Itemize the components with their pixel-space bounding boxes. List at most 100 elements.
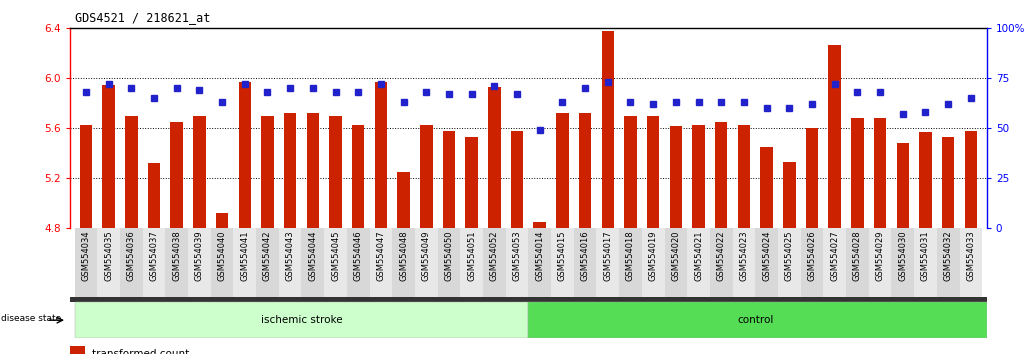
Bar <box>873 118 887 228</box>
Bar <box>307 113 319 228</box>
Text: GSM554022: GSM554022 <box>717 230 726 281</box>
Text: GSM554050: GSM554050 <box>445 230 453 281</box>
Bar <box>511 131 523 228</box>
Text: GSM554023: GSM554023 <box>740 230 749 281</box>
Bar <box>710 228 732 297</box>
Text: GSM554015: GSM554015 <box>558 230 566 281</box>
Bar <box>642 228 664 297</box>
Text: GSM554024: GSM554024 <box>762 230 771 281</box>
Bar <box>234 228 256 297</box>
Bar <box>74 228 97 297</box>
Text: GSM554035: GSM554035 <box>104 230 113 281</box>
Text: GSM554045: GSM554045 <box>331 230 340 281</box>
Text: GSM554027: GSM554027 <box>830 230 839 281</box>
Bar <box>262 116 274 228</box>
Bar <box>868 228 891 297</box>
Bar <box>284 113 297 228</box>
Bar <box>937 228 960 297</box>
Bar <box>483 228 506 297</box>
Bar <box>851 118 863 228</box>
Text: GSM554025: GSM554025 <box>785 230 794 281</box>
Bar <box>846 228 868 297</box>
Text: GSM554052: GSM554052 <box>490 230 499 281</box>
Bar <box>279 228 302 297</box>
Text: GSM554032: GSM554032 <box>943 230 953 281</box>
Text: GSM554021: GSM554021 <box>694 230 703 281</box>
Bar <box>188 228 211 297</box>
Text: GSM554017: GSM554017 <box>604 230 612 281</box>
Bar <box>556 113 569 228</box>
Text: GSM554049: GSM554049 <box>421 230 431 281</box>
Text: GSM554014: GSM554014 <box>536 230 544 281</box>
Bar <box>778 228 800 297</box>
Bar <box>624 116 637 228</box>
Bar <box>692 125 705 228</box>
Bar <box>823 228 846 297</box>
Text: GSM554040: GSM554040 <box>217 230 227 281</box>
Bar <box>460 228 483 297</box>
Bar <box>438 228 460 297</box>
Bar <box>528 228 551 297</box>
Bar <box>370 228 392 297</box>
Text: GSM554018: GSM554018 <box>626 230 636 281</box>
Text: GSM554019: GSM554019 <box>649 230 658 281</box>
Text: GSM554038: GSM554038 <box>172 230 181 281</box>
Bar <box>352 125 365 228</box>
Bar <box>70 297 987 302</box>
Bar <box>760 147 772 228</box>
Bar <box>715 122 727 228</box>
Bar <box>960 228 983 297</box>
Bar <box>579 113 591 228</box>
Bar <box>375 82 387 228</box>
Bar <box>896 143 909 228</box>
Bar <box>443 131 455 228</box>
Bar <box>420 125 433 228</box>
Bar <box>965 131 977 228</box>
Bar <box>670 126 682 228</box>
Bar <box>732 228 755 297</box>
Text: GSM554044: GSM554044 <box>308 230 317 281</box>
Bar <box>330 116 342 228</box>
Bar <box>755 228 778 297</box>
Bar <box>619 228 642 297</box>
Bar <box>506 228 528 297</box>
Bar <box>324 228 347 297</box>
Bar <box>805 129 818 228</box>
Text: GSM554043: GSM554043 <box>285 230 295 281</box>
Bar <box>415 228 438 297</box>
Bar <box>783 162 795 228</box>
Bar <box>596 228 619 297</box>
Bar <box>74 302 528 338</box>
Bar <box>574 228 596 297</box>
Text: GSM554048: GSM554048 <box>399 230 408 281</box>
Text: GSM554042: GSM554042 <box>263 230 272 281</box>
Bar <box>147 163 161 228</box>
Text: GSM554047: GSM554047 <box>376 230 385 281</box>
Bar <box>891 228 915 297</box>
Bar <box>194 116 206 228</box>
Text: GSM554020: GSM554020 <box>672 230 681 281</box>
Bar <box>102 85 115 228</box>
Bar <box>256 228 279 297</box>
Bar <box>466 137 478 228</box>
Bar <box>528 302 987 338</box>
Bar <box>79 125 92 228</box>
Bar <box>302 228 324 297</box>
Text: GDS4521 / 218621_at: GDS4521 / 218621_at <box>75 11 210 24</box>
Text: GSM554031: GSM554031 <box>921 230 930 281</box>
Text: ischemic stroke: ischemic stroke <box>261 315 342 325</box>
Bar <box>125 116 138 228</box>
Bar <box>919 132 932 228</box>
Text: GSM554029: GSM554029 <box>876 230 885 281</box>
Text: GSM554053: GSM554053 <box>513 230 521 281</box>
Bar <box>97 228 119 297</box>
Bar <box>828 45 840 228</box>
Bar <box>398 172 410 228</box>
Text: GSM554051: GSM554051 <box>468 230 476 281</box>
Text: GSM554046: GSM554046 <box>353 230 363 281</box>
Text: GSM554037: GSM554037 <box>149 230 159 281</box>
Bar <box>170 122 183 228</box>
Bar <box>142 228 166 297</box>
Text: GSM554041: GSM554041 <box>240 230 249 281</box>
Bar <box>737 125 750 228</box>
